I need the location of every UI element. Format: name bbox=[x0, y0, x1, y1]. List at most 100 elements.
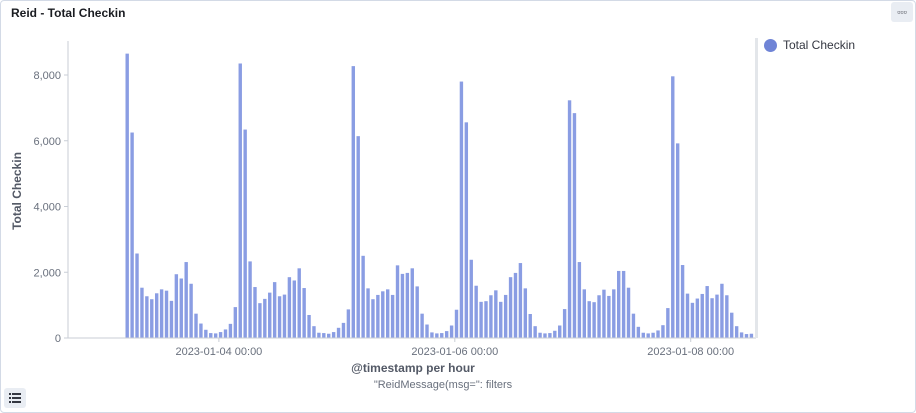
bar[interactable] bbox=[425, 324, 429, 338]
bar[interactable] bbox=[646, 333, 650, 338]
bar[interactable] bbox=[489, 295, 493, 338]
bar[interactable] bbox=[597, 295, 601, 338]
bar[interactable] bbox=[258, 303, 262, 338]
bar[interactable] bbox=[641, 332, 645, 338]
bar[interactable] bbox=[125, 53, 129, 338]
bar[interactable] bbox=[661, 325, 665, 338]
bar[interactable] bbox=[302, 288, 306, 338]
bar[interactable] bbox=[204, 329, 208, 338]
bar[interactable] bbox=[484, 301, 488, 338]
bar[interactable] bbox=[199, 323, 203, 338]
bar[interactable] bbox=[523, 288, 528, 338]
bar[interactable] bbox=[361, 255, 365, 338]
bar[interactable] bbox=[464, 122, 469, 338]
bar[interactable] bbox=[179, 278, 183, 339]
bar[interactable] bbox=[268, 292, 272, 338]
bar[interactable] bbox=[253, 287, 257, 338]
bar[interactable] bbox=[140, 287, 144, 338]
bar[interactable] bbox=[587, 301, 591, 338]
bar[interactable] bbox=[602, 289, 606, 338]
bar[interactable] bbox=[582, 289, 586, 338]
bar[interactable] bbox=[685, 293, 690, 338]
bar[interactable] bbox=[395, 265, 400, 338]
bar[interactable] bbox=[164, 290, 169, 338]
bar[interactable] bbox=[263, 298, 267, 338]
bar[interactable] bbox=[454, 309, 459, 338]
bar[interactable] bbox=[528, 314, 532, 338]
bar[interactable] bbox=[474, 285, 478, 338]
bar[interactable] bbox=[381, 291, 385, 338]
bar[interactable] bbox=[346, 309, 351, 338]
bar[interactable] bbox=[145, 296, 149, 338]
bar[interactable] bbox=[184, 262, 188, 338]
bar[interactable] bbox=[386, 289, 390, 338]
bar[interactable] bbox=[656, 330, 660, 338]
bar[interactable] bbox=[159, 289, 164, 338]
bar[interactable] bbox=[435, 333, 439, 338]
bar[interactable] bbox=[400, 273, 405, 338]
bar[interactable] bbox=[243, 129, 247, 338]
bar[interactable] bbox=[376, 294, 380, 338]
bar[interactable] bbox=[459, 81, 464, 338]
bar[interactable] bbox=[405, 272, 410, 338]
bar[interactable] bbox=[666, 308, 670, 338]
bar[interactable] bbox=[636, 326, 641, 338]
bar[interactable] bbox=[194, 313, 198, 338]
bar[interactable] bbox=[499, 301, 503, 338]
legend-toggle-button[interactable] bbox=[4, 388, 26, 408]
bar[interactable] bbox=[366, 288, 370, 338]
bar[interactable] bbox=[135, 253, 139, 338]
bar[interactable] bbox=[543, 333, 547, 338]
bar[interactable] bbox=[705, 286, 709, 338]
bar[interactable] bbox=[503, 294, 508, 338]
bar[interactable] bbox=[312, 326, 316, 338]
bar[interactable] bbox=[233, 307, 238, 338]
bar[interactable] bbox=[449, 325, 454, 338]
bar[interactable] bbox=[734, 326, 739, 338]
bar[interactable] bbox=[558, 325, 562, 338]
bar[interactable] bbox=[725, 295, 729, 338]
bar[interactable] bbox=[228, 323, 233, 338]
bar[interactable] bbox=[626, 287, 631, 338]
bar[interactable] bbox=[567, 100, 572, 338]
bar[interactable] bbox=[548, 333, 552, 338]
bar[interactable] bbox=[390, 294, 395, 338]
bar[interactable] bbox=[223, 329, 228, 338]
bar[interactable] bbox=[248, 261, 252, 338]
bar[interactable] bbox=[730, 312, 734, 338]
bar[interactable] bbox=[209, 333, 213, 338]
bar[interactable] bbox=[700, 293, 704, 338]
bar[interactable] bbox=[513, 272, 518, 338]
bar[interactable] bbox=[479, 301, 483, 338]
bar[interactable] bbox=[621, 270, 626, 338]
bar[interactable] bbox=[440, 333, 444, 338]
bar[interactable] bbox=[675, 143, 680, 338]
bar[interactable] bbox=[218, 332, 223, 338]
bar[interactable] bbox=[690, 302, 695, 338]
bar[interactable] bbox=[617, 270, 621, 338]
bar[interactable] bbox=[430, 332, 434, 338]
bar[interactable] bbox=[715, 294, 719, 338]
bar[interactable] bbox=[577, 262, 582, 338]
bar[interactable] bbox=[189, 283, 193, 338]
panel-options-button[interactable]: ▫▫▫ bbox=[891, 2, 913, 22]
bar[interactable] bbox=[607, 295, 611, 338]
bar[interactable] bbox=[739, 332, 744, 338]
bar[interactable] bbox=[154, 293, 159, 338]
bar[interactable] bbox=[469, 259, 473, 338]
bar[interactable] bbox=[317, 332, 321, 338]
bar[interactable] bbox=[272, 282, 277, 338]
bar[interactable] bbox=[508, 277, 513, 338]
bar[interactable] bbox=[612, 289, 616, 338]
bar[interactable] bbox=[415, 286, 419, 338]
bar[interactable] bbox=[371, 299, 375, 338]
bar[interactable] bbox=[356, 136, 360, 338]
bar[interactable] bbox=[327, 333, 331, 338]
bar[interactable] bbox=[562, 309, 567, 338]
bar[interactable] bbox=[238, 63, 242, 339]
bar[interactable] bbox=[444, 331, 449, 338]
bar[interactable] bbox=[744, 334, 749, 338]
bar[interactable] bbox=[518, 263, 523, 338]
bar[interactable] bbox=[680, 265, 685, 338]
bar[interactable] bbox=[572, 113, 577, 338]
